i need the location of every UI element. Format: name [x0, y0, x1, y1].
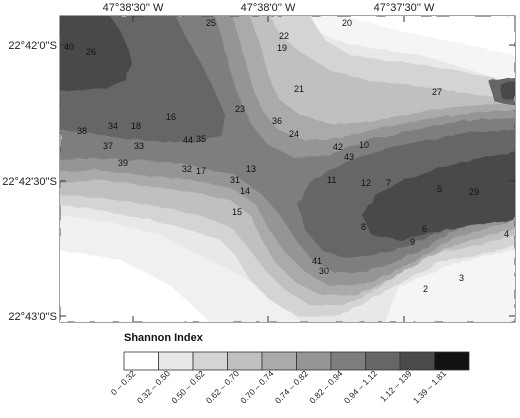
site-label: 8 [361, 222, 366, 232]
site-label: 24 [289, 129, 299, 139]
legend-class-label: 0 – 0.32 [109, 368, 138, 397]
site-label: 35 [196, 134, 206, 144]
site-label: 32 [182, 164, 192, 174]
legend-swatch [296, 351, 332, 371]
site-label: 16 [166, 112, 176, 122]
longitude-tick-label: 47°38'0'' W [241, 2, 296, 14]
site-label: 40 [64, 42, 74, 52]
site-label: 12 [361, 178, 371, 188]
site-label: 18 [131, 121, 141, 131]
legend-swatch [123, 351, 159, 371]
legend-class-label: 0.32 – 0.50 [135, 368, 172, 405]
latitude-tick-label: 22°43'0''S [8, 311, 57, 323]
site-label: 13 [246, 164, 256, 174]
legend-swatch [192, 351, 228, 371]
legend-class-label: 0.70 – 0.74 [238, 368, 275, 405]
legend-swatches: 0 – 0.320.32 – 0.500.50 – 0.620.62 – 0.7… [109, 351, 470, 405]
latitude-tick-label: 22°42'30''S [2, 176, 57, 188]
site-label: 31 [230, 175, 240, 185]
site-label: 4 [504, 229, 509, 239]
longitude-tick-label: 47°37'30'' W [374, 2, 435, 14]
sampling-sites: 4 2 3 5 6 7 8 9 10 11 12 13 14 15 16 17 … [64, 18, 509, 294]
legend-class-label: 0.82 – 0.94 [307, 368, 344, 405]
axis-ticks [60, 16, 515, 322]
site-label: 17 [196, 166, 206, 176]
site-label: 9 [410, 237, 415, 247]
legend-class-label: 0.62 – 0.70 [204, 368, 241, 405]
legend-swatch [365, 351, 401, 371]
legend-class-label: 1.12 – 139 [378, 368, 414, 404]
site-label: 23 [235, 104, 245, 114]
site-label: 27 [432, 87, 442, 97]
site-label: 43 [344, 152, 354, 162]
site-label: 37 [103, 141, 113, 151]
site-label: 22 [279, 31, 289, 41]
legend-swatch [434, 351, 470, 371]
legend-swatch [158, 351, 194, 371]
legend-swatch [261, 351, 297, 371]
legend-swatch [227, 351, 263, 371]
legend-class-label: 0.74 – 0.82 [273, 368, 310, 405]
contour-zones [60, 16, 515, 322]
site-label: 21 [294, 84, 304, 94]
legend-class-label: 0.94 – 1.12 [342, 368, 379, 405]
site-label: 42 [333, 142, 343, 152]
latitude-tick-label: 22°42'0''S [8, 40, 57, 52]
site-label: 33 [134, 141, 144, 151]
site-label: 29 [469, 187, 479, 197]
site-label: 5 [437, 184, 442, 194]
site-label: 34 [108, 121, 118, 131]
site-label: 14 [240, 186, 250, 196]
site-label: 11 [327, 175, 336, 185]
legend-class-label: 0.50 – 0.62 [169, 368, 206, 405]
site-label: 44 [183, 135, 193, 145]
longitude-tick-label: 47°38'30'' W [103, 2, 164, 14]
site-label: 30 [319, 266, 329, 276]
site-label: 41 [312, 256, 322, 266]
site-label: 25 [206, 18, 216, 28]
site-label: 6 [422, 224, 427, 234]
site-label: 2 [423, 284, 428, 294]
site-label: 3 [459, 273, 464, 283]
site-label: 39 [118, 158, 128, 168]
site-label: 7 [386, 178, 391, 188]
legend-swatch [399, 351, 435, 371]
site-label: 36 [272, 116, 282, 126]
legend-swatch [330, 351, 366, 371]
legend-class-label: 1.39 – 1.81 [411, 368, 448, 405]
site-label: 26 [86, 47, 96, 57]
site-label: 15 [232, 207, 242, 217]
site-label: 38 [77, 126, 87, 136]
site-label: 19 [277, 43, 287, 53]
legend: Shannon Index 0 – 0.320.32 – 0.500.50 – … [109, 332, 470, 405]
legend-title: Shannon Index [124, 332, 204, 344]
site-label: 10 [359, 140, 369, 150]
site-label: 20 [342, 18, 352, 28]
